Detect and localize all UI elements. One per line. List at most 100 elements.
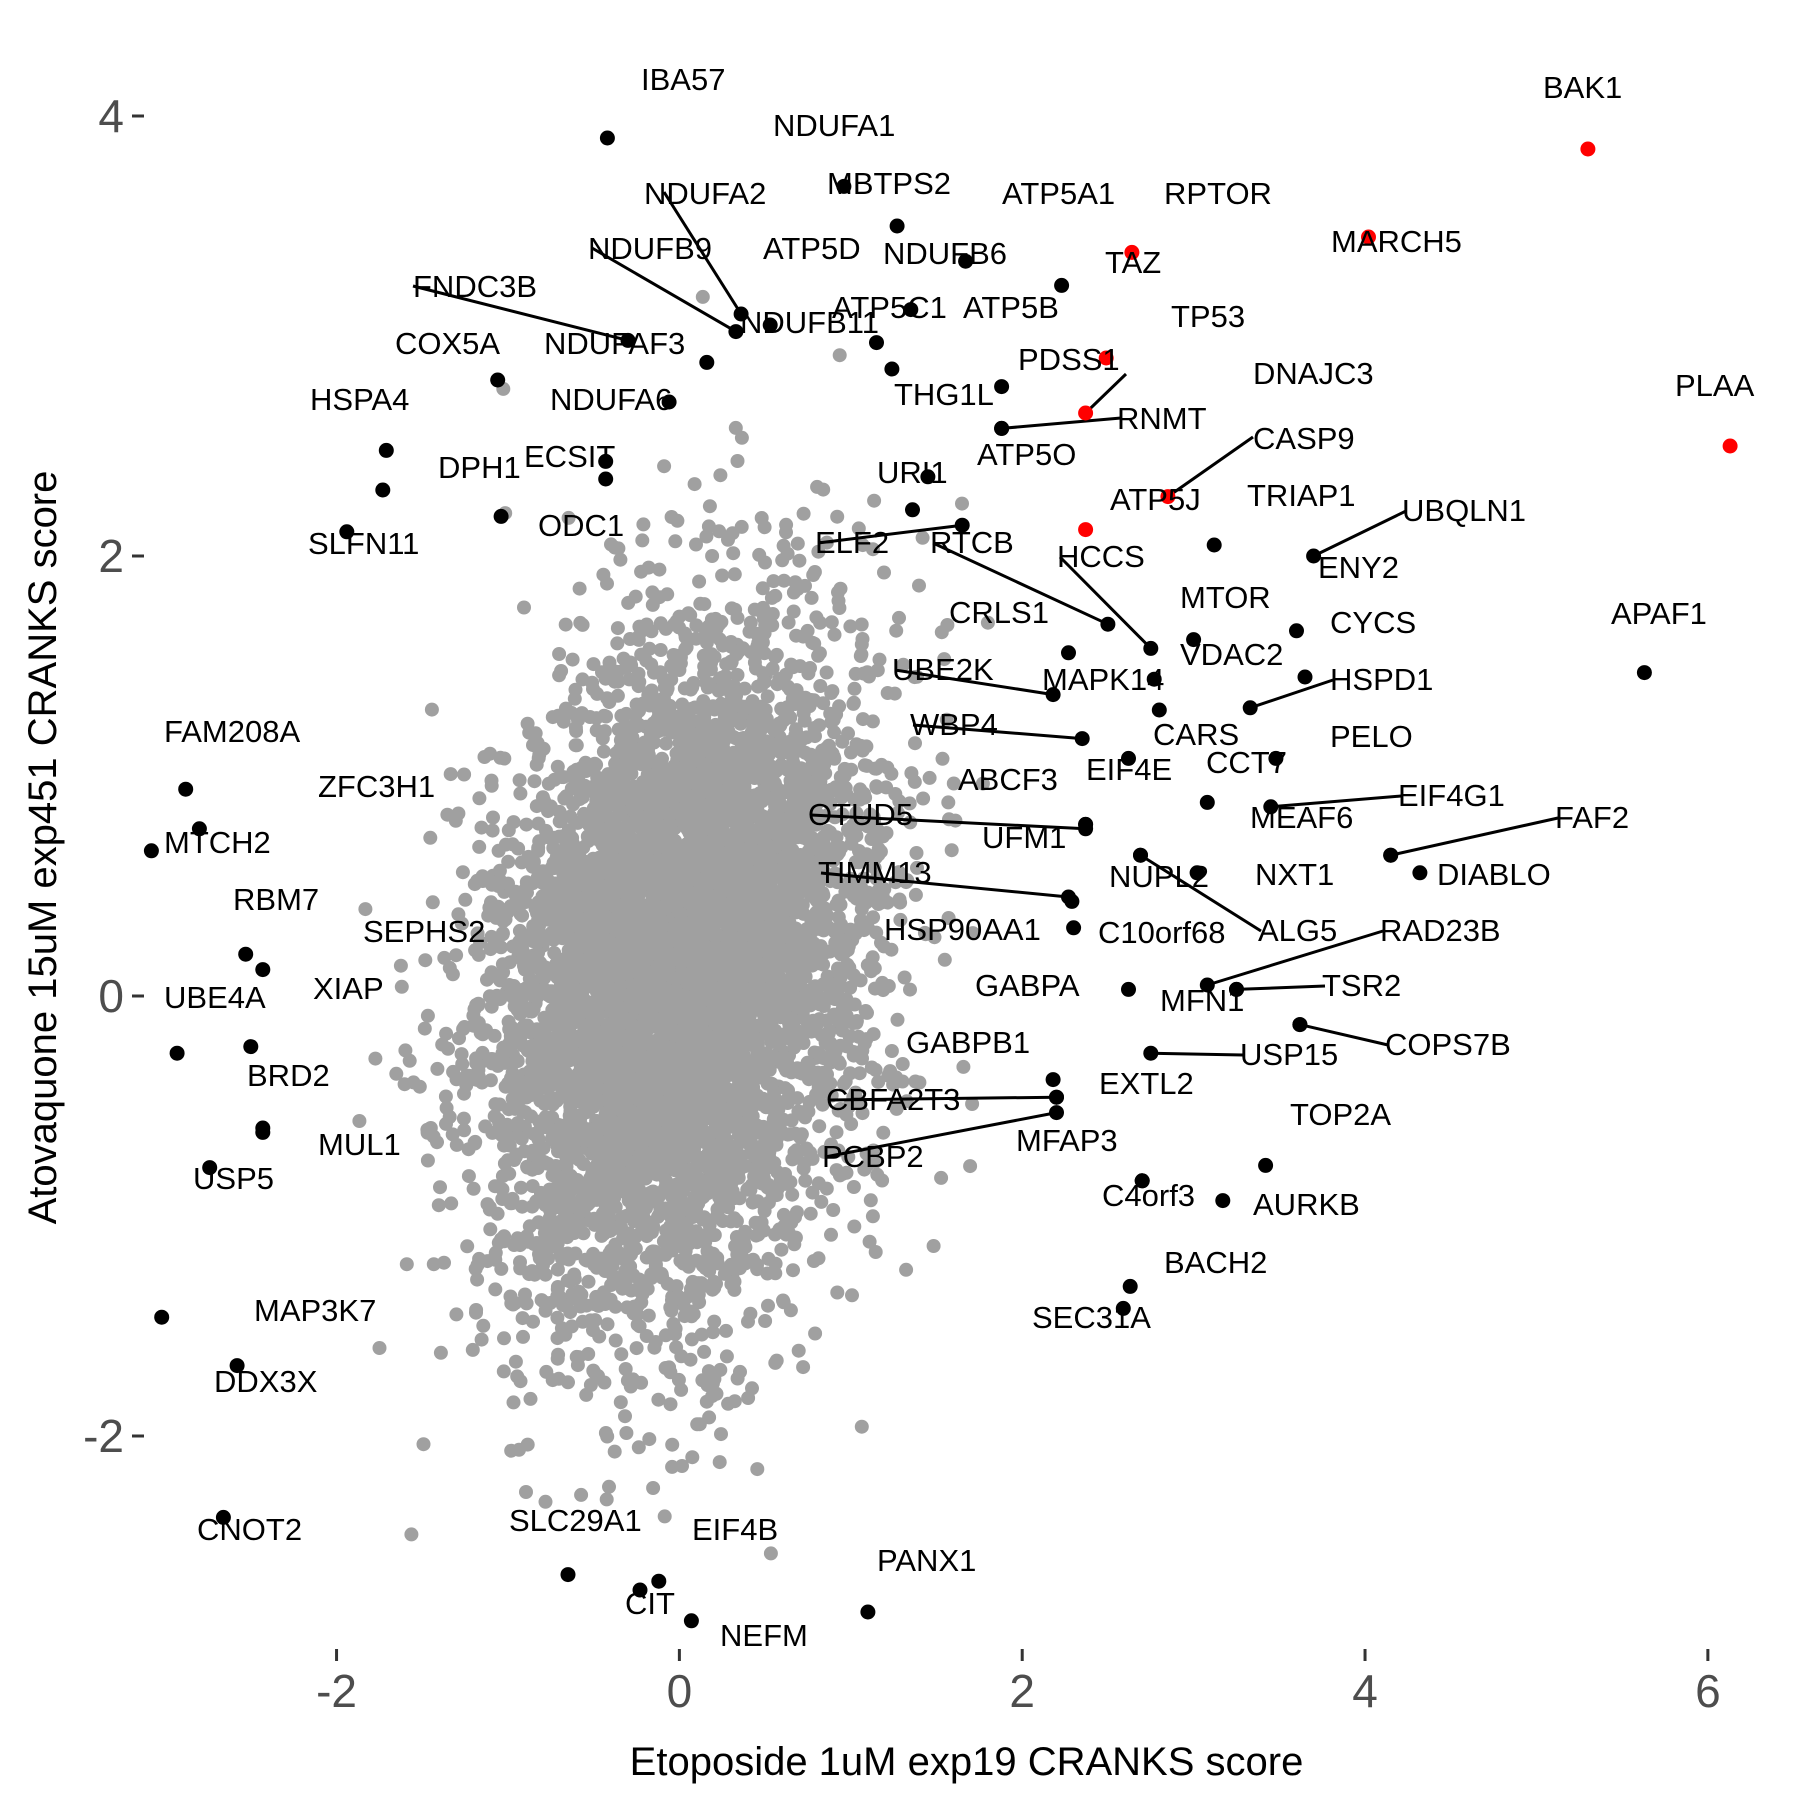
background-point	[867, 493, 882, 508]
background-point	[466, 1181, 481, 1196]
background-point	[743, 1306, 758, 1321]
background-point	[469, 1056, 484, 1071]
background-point	[404, 1527, 419, 1542]
background-point	[460, 1239, 475, 1254]
background-point	[552, 647, 567, 661]
background-point	[677, 681, 692, 696]
background-point	[647, 1340, 662, 1355]
background-point	[473, 935, 488, 950]
background-point	[892, 610, 906, 625]
background-point	[860, 958, 875, 973]
background-point	[610, 636, 625, 651]
background-point	[745, 1195, 760, 1210]
background-point	[741, 1391, 756, 1405]
background-point	[813, 679, 828, 693]
background-point	[816, 957, 831, 972]
background-point	[807, 636, 822, 651]
background-point	[726, 546, 741, 561]
background-point	[798, 1173, 813, 1188]
background-point	[416, 1437, 431, 1452]
background-point	[869, 780, 884, 795]
background-point	[439, 1116, 453, 1131]
background-point	[561, 510, 576, 525]
background-point	[641, 688, 656, 703]
background-point	[420, 1153, 435, 1168]
background-point	[631, 1440, 646, 1455]
background-point	[808, 1326, 823, 1341]
background-point	[776, 1295, 791, 1310]
background-point	[551, 708, 566, 723]
background-point	[812, 718, 827, 733]
background-point	[798, 745, 813, 760]
background-point	[539, 1364, 554, 1379]
background-point	[727, 567, 742, 582]
background-point	[477, 750, 492, 764]
background-point	[897, 970, 912, 985]
background-point	[833, 581, 848, 596]
background-point	[804, 590, 819, 605]
background-point	[755, 581, 770, 596]
background-point	[705, 549, 720, 563]
background-point	[786, 1263, 800, 1278]
background-point	[902, 796, 917, 811]
background-point	[684, 1332, 699, 1347]
background-point	[639, 1329, 654, 1343]
background-point	[514, 1180, 528, 1195]
background-point	[805, 756, 820, 770]
background-point	[613, 552, 628, 567]
background-point	[796, 1161, 811, 1176]
background-point	[761, 1195, 776, 1210]
background-point	[866, 1027, 881, 1042]
background-point	[702, 1410, 717, 1425]
background-point	[787, 1040, 802, 1055]
background-point	[727, 1211, 742, 1226]
background-point	[610, 621, 625, 636]
background-point	[657, 459, 672, 474]
background-point	[855, 1106, 870, 1121]
background-point	[941, 795, 956, 810]
background-point	[843, 619, 858, 634]
background-point	[916, 791, 931, 806]
background-point	[457, 1123, 472, 1138]
background-point	[449, 1072, 464, 1087]
background-point	[600, 576, 614, 591]
background-point	[493, 750, 508, 765]
background-point	[575, 790, 590, 805]
background-point	[621, 595, 636, 610]
background-point	[651, 1392, 666, 1407]
background-point	[805, 1185, 820, 1200]
background-point	[908, 887, 923, 902]
background-point	[877, 565, 891, 580]
background-point	[523, 1391, 538, 1406]
background-point	[513, 1255, 527, 1270]
background-point	[420, 1008, 435, 1023]
background-point	[980, 615, 995, 630]
background-point	[510, 1369, 525, 1384]
background-point	[475, 874, 490, 888]
background-point	[664, 1303, 679, 1318]
background-point	[805, 1151, 820, 1166]
background-point	[777, 573, 791, 588]
background-point	[884, 766, 899, 781]
background-point	[912, 1075, 927, 1090]
background-point	[826, 1203, 841, 1217]
background-point	[389, 1066, 404, 1081]
background-point	[761, 1298, 775, 1313]
background-point	[565, 652, 580, 667]
background-point	[944, 843, 959, 858]
background-point	[652, 562, 667, 577]
background-point	[747, 655, 762, 670]
background-point	[519, 1485, 533, 1499]
background-point	[707, 1314, 722, 1329]
background-point	[576, 1226, 591, 1241]
background-point	[483, 942, 498, 957]
background-point	[671, 1372, 686, 1387]
background-point	[611, 541, 626, 556]
background-point	[488, 1282, 503, 1297]
background-point	[443, 767, 458, 782]
background-point	[458, 892, 473, 907]
background-point	[425, 895, 440, 910]
background-point	[824, 615, 839, 630]
background-point	[719, 1323, 733, 1338]
